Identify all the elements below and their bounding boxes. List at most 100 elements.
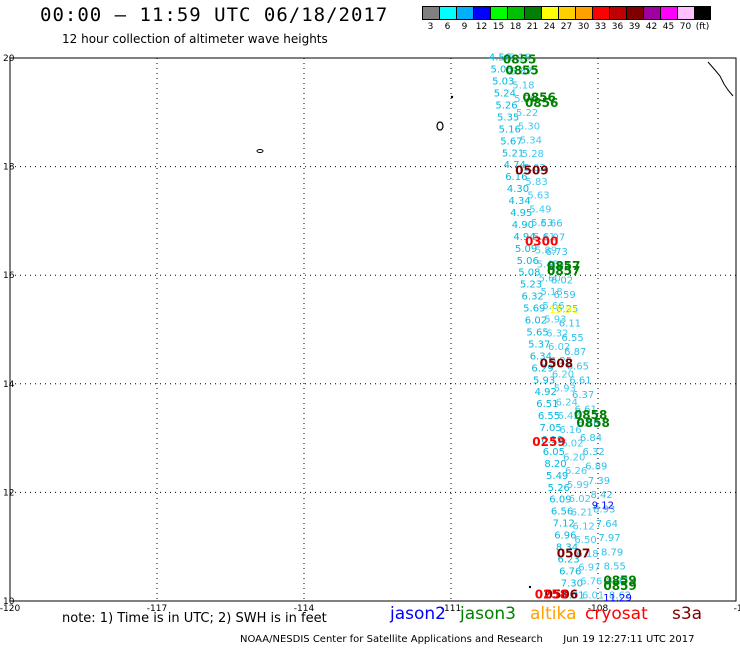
- swh-value-label: 6.20: [552, 370, 574, 381]
- color-scale-labels: 3 6 9 12 15 18 21 24 27 30 33 36 39 42 45 70 (ft): [422, 22, 722, 34]
- swh-value-label: 6.02: [561, 439, 583, 450]
- color-scale-swatch: [558, 6, 575, 20]
- swh-value-label: 5.08: [518, 268, 540, 279]
- pass-time-label: 0507: [557, 547, 590, 561]
- pass-time-label: 0258: [535, 587, 568, 601]
- color-scale-swatch: [592, 6, 609, 20]
- swh-value-label: 4.56: [489, 53, 511, 64]
- swh-value-label: 6.24: [556, 397, 578, 408]
- swh-value-label: 5.16: [499, 124, 521, 135]
- swh-value-label: 6.12: [573, 521, 595, 532]
- island-shape: [528, 585, 532, 589]
- swh-value-label: 6.32: [522, 292, 544, 303]
- swh-value-label: 5.03: [492, 77, 514, 88]
- swh-value-label: 6.59: [554, 290, 576, 301]
- x-tick-label: -120: [0, 604, 20, 614]
- swh-value-label: 6.26: [565, 466, 587, 477]
- swh-value-label: 6.18: [576, 549, 598, 560]
- swh-value-label: 5.92: [548, 261, 570, 272]
- swh-value-label: 6.61: [575, 404, 597, 415]
- swh-value-label: 7.97: [598, 533, 620, 544]
- swh-value-label: 6.19: [541, 435, 563, 446]
- swh-value-label: 6.55: [538, 411, 560, 422]
- x-tick-label: -117: [147, 604, 167, 614]
- swh-value-label: 6.96: [554, 531, 576, 542]
- color-scale-label: 70: [679, 22, 692, 32]
- swh-value-label: 8.79: [601, 547, 623, 558]
- satellite-legend-jason2: jason2: [390, 604, 446, 624]
- swh-value-label: 5.60: [539, 273, 561, 284]
- swh-value-label: 4.34: [508, 196, 530, 207]
- pass-time-label: 0509: [515, 164, 548, 178]
- island-shape: [436, 121, 444, 131]
- color-scale-label: 21: [526, 22, 539, 32]
- swh-value-label: 6.05: [543, 447, 565, 458]
- swh-value-label: 5.06: [517, 256, 539, 267]
- swh-value-label: 6.32: [546, 328, 568, 339]
- color-scale-swatch: [660, 6, 677, 20]
- swh-value-label: 6.34: [530, 351, 552, 362]
- satellite-legend-jason3: jason3: [460, 604, 516, 624]
- coastline-shape: [707, 61, 734, 97]
- note-text: note: 1) Time is in UTC; 2) SWH is in fe…: [62, 611, 327, 626]
- swh-value-label: 6.89: [585, 462, 607, 473]
- swh-value-label: 6.42: [557, 411, 579, 422]
- swh-value-label: 8.93: [593, 504, 615, 515]
- swh-value-label: 5.28: [522, 149, 544, 160]
- swh-value-label: 7.30: [561, 578, 583, 589]
- swh-value-label: 6.29: [531, 363, 553, 374]
- pass-time-label: 0300: [525, 234, 558, 248]
- swh-value-label: 6.73: [546, 247, 568, 258]
- swh-value-label: 5.23: [520, 280, 542, 291]
- swh-value-label: 5.22: [516, 108, 538, 119]
- color-scale-label: 9: [461, 22, 468, 32]
- swh-value-label: 5.83: [525, 177, 547, 188]
- swh-value-label: 5.03: [524, 163, 546, 174]
- swh-value-label: 6.55: [561, 333, 583, 344]
- swh-value-label: 6.02: [569, 494, 591, 505]
- color-scale-swatch: [422, 6, 439, 20]
- satellite-legend-s3a: s3a: [672, 604, 703, 624]
- swh-value-label: 7.05: [540, 423, 562, 434]
- color-scale-label: 24: [543, 22, 556, 32]
- swh-value-label: 6.32: [583, 447, 605, 458]
- swh-value-label: 8.55: [604, 562, 626, 573]
- x-tick-label: -108: [588, 604, 609, 614]
- swh-value-label: 6.21: [571, 508, 593, 519]
- swh-value-label: 6.20: [563, 452, 585, 463]
- swh-value-label: 5.30: [518, 122, 540, 133]
- footer-credit: NOAA/NESDIS Center for Satellite Applica…: [240, 634, 694, 645]
- y-tick-label: 12: [3, 488, 14, 498]
- pass-time-label: 0858: [576, 416, 609, 430]
- color-scale-label: 45: [662, 22, 675, 32]
- color-scale-swatch: [694, 6, 711, 20]
- color-scale-swatch: [439, 6, 456, 20]
- plot-frame: [9, 57, 737, 602]
- swh-value-label: 4.74: [504, 160, 526, 171]
- pass-time-label: 0859: [603, 574, 636, 588]
- swh-value-label: 6.76: [580, 577, 602, 588]
- swh-value-label: 6.09: [549, 495, 571, 506]
- pass-time-label: 0857: [547, 264, 580, 278]
- swh-value-label: 6.65: [567, 361, 589, 372]
- color-scale-swatch: [609, 6, 626, 20]
- color-scale-label: 27: [560, 22, 573, 32]
- color-scale-label: 36: [611, 22, 624, 32]
- x-tick-label: -111: [441, 604, 461, 614]
- swh-value-label: 8.20: [544, 459, 566, 470]
- pass-time-label: 0855: [503, 52, 536, 66]
- swh-value-label: 5.61: [533, 232, 555, 243]
- swh-value-label: 5.66: [542, 301, 564, 312]
- swh-value-label: 5.35: [497, 112, 519, 123]
- swh-value-label: 6.02: [525, 316, 547, 327]
- swh-value-label: 5.16: [508, 53, 530, 64]
- y-tick-label: 16: [3, 271, 15, 281]
- swh-value-label: 5.93: [544, 315, 566, 326]
- swh-value-label: 5.24: [494, 89, 516, 100]
- color-scale-swatch: [677, 6, 694, 20]
- swh-value-label: 6.84: [580, 433, 602, 444]
- swh-value-label: 5.69: [523, 304, 545, 315]
- swh-value-label: 4.94: [513, 232, 535, 243]
- swh-value-highlight: 15.91: [549, 305, 578, 316]
- swh-value-label: 6.66: [540, 218, 562, 229]
